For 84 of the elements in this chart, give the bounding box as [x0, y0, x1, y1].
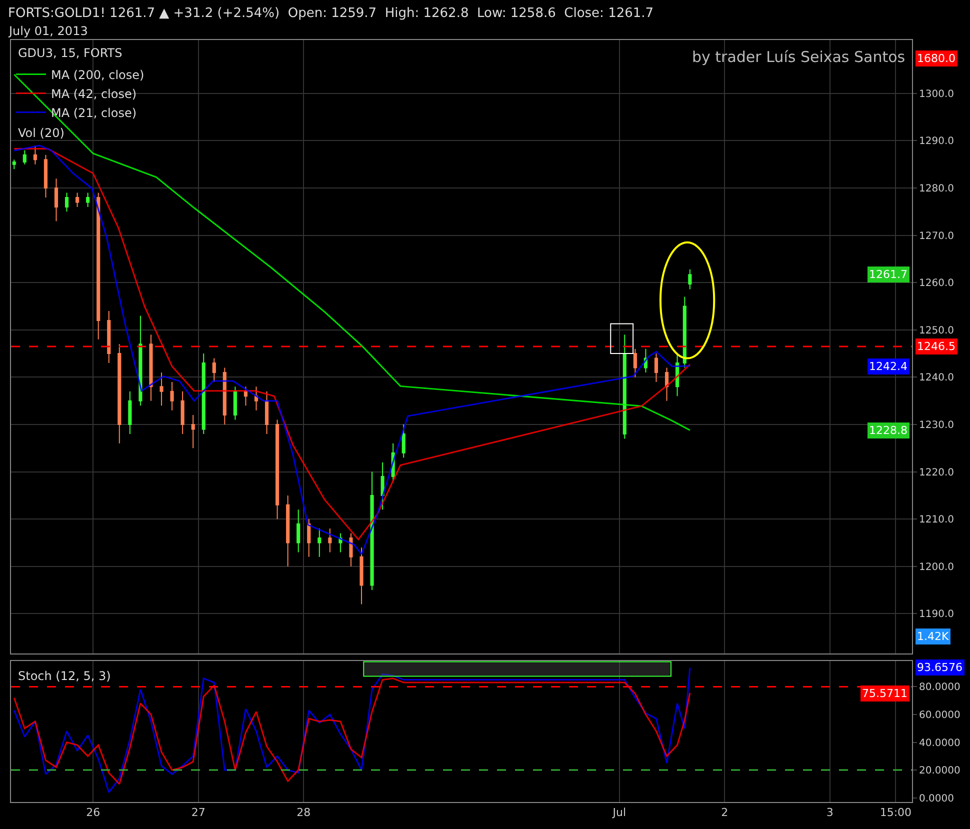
annotation: 1228.8 — [869, 424, 908, 437]
candlestick — [96, 192, 100, 340]
y-tick-label: 1250.0 — [919, 325, 954, 336]
candlestick — [654, 353, 658, 382]
y-tick-label: 40.0000 — [919, 738, 960, 749]
candlestick — [682, 296, 686, 368]
y-tick-label: 1210.0 — [919, 514, 954, 526]
candlestick — [380, 462, 384, 510]
candlestick — [128, 390, 132, 434]
y-tick-label: 1260.0 — [919, 278, 954, 290]
text: 1680.0 — [917, 52, 956, 65]
candlestick — [118, 344, 122, 444]
candlestick — [328, 528, 332, 553]
candlestick — [86, 192, 90, 208]
legend-label: MA (200, close) — [51, 68, 144, 82]
x-tick-label: 15:00 — [880, 806, 912, 820]
annotation: GDU3, 15, FORTS — [18, 46, 122, 60]
candlestick — [688, 268, 692, 290]
y-tick-label: 1270.0 — [919, 230, 954, 242]
candlestick — [622, 334, 626, 440]
candlestick — [22, 150, 26, 165]
candlestick — [212, 358, 216, 382]
text: Stoch (12, 5, 3) — [18, 669, 111, 683]
x-tick-label: 3 — [826, 806, 834, 820]
candlestick — [202, 353, 206, 434]
annotation: Vol (20) — [18, 126, 64, 140]
annotation: 75.5711 — [862, 687, 908, 700]
candlestick — [222, 367, 226, 425]
ref-line-label: 1246.5 — [917, 340, 956, 353]
y-tick-label: 1290.0 — [919, 136, 954, 148]
line-series — [13, 667, 691, 794]
candlestick — [264, 390, 269, 434]
legend-label: MA (42, close) — [51, 86, 137, 101]
text: 1.42K — [917, 630, 950, 643]
y-tick-label: 1200.0 — [919, 562, 954, 573]
candlestick — [33, 144, 37, 165]
x-tick-label: 27 — [191, 806, 206, 820]
y-tick-label: 1220.0 — [919, 467, 954, 478]
candlestick — [370, 471, 374, 591]
candlestick — [44, 154, 48, 198]
candlestick — [276, 419, 280, 520]
annotation: 1261.7 — [869, 268, 908, 281]
candlestick — [12, 159, 16, 170]
candlestick — [76, 192, 80, 208]
candlestick — [244, 386, 248, 406]
legend-label: MA (21, close) — [51, 106, 137, 120]
candlestick — [254, 386, 258, 411]
chart-title: FORTS:GOLD1! 1261.7 ▲ +31.2 (+2.54%) Open: 1259.7 High: 1262.8 Low: 1258.6 Close: 1261.7 — [8, 6, 654, 21]
candlestick — [149, 334, 153, 402]
candlestick — [349, 532, 353, 567]
candlestick — [296, 509, 300, 553]
candlestick — [233, 386, 237, 420]
candlestick — [160, 372, 164, 406]
y-tick-label: 0.0000 — [919, 793, 954, 804]
candlestick — [360, 546, 364, 605]
candlestick — [170, 381, 174, 411]
candlestick — [286, 494, 290, 567]
y-tick-label: 1280.0 — [919, 184, 954, 195]
candlestick — [180, 390, 184, 434]
candlestick — [633, 348, 637, 378]
y-tick-label: 1190.0 — [919, 609, 954, 620]
y-tick-label: 60.0000 — [919, 710, 960, 721]
x-tick-label: 26 — [86, 806, 100, 820]
y-tick-label: 80.0000 — [919, 682, 960, 694]
chart-subtitle: July 01, 2013 — [8, 24, 88, 38]
y-tick-label: 1300.0 — [919, 88, 954, 100]
candlestick — [107, 310, 111, 364]
candlestick — [664, 367, 669, 402]
text: 93.6576 — [917, 661, 962, 674]
candlestick — [64, 192, 69, 212]
candlestick — [191, 414, 195, 449]
annotation: 1242.4 — [869, 360, 908, 373]
x-tick-label: 2 — [721, 806, 728, 820]
candlestick — [138, 315, 142, 406]
x-tick-label: 28 — [296, 806, 311, 820]
annotation: by trader Luís Seixas Santos — [692, 48, 906, 66]
x-tick-label: Jul — [612, 806, 626, 820]
y-tick-label: 20.0000 — [919, 766, 960, 777]
candlestick — [318, 528, 322, 558]
y-tick-label: 1230.0 — [919, 420, 954, 431]
candlestick — [307, 518, 311, 558]
y-tick-label: 1240.0 — [919, 372, 954, 384]
candlestick — [402, 424, 406, 458]
candlestick — [54, 178, 58, 222]
